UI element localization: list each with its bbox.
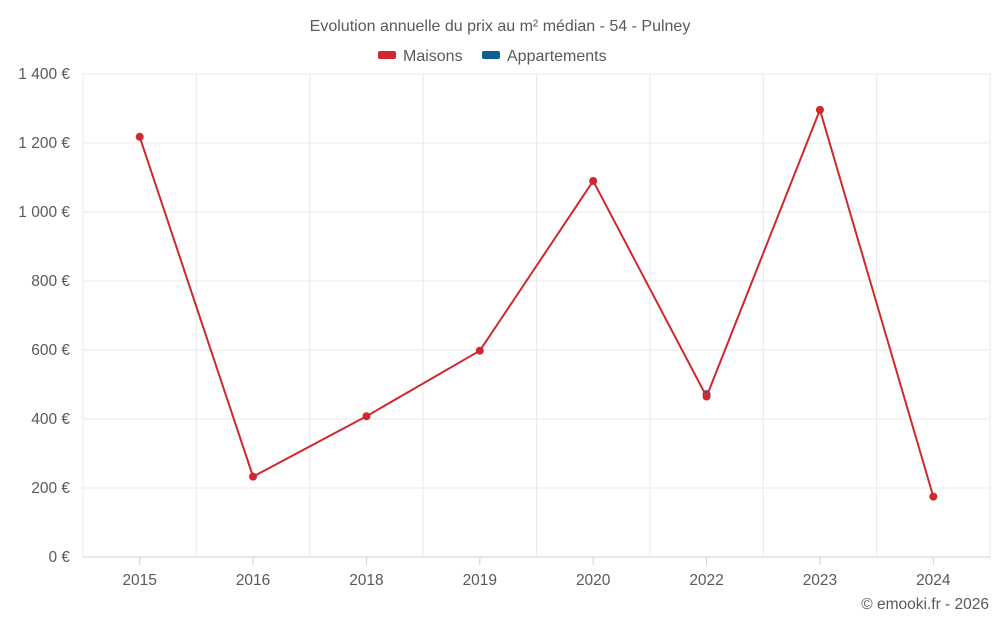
legend-item-appartements[interactable]: Appartements (482, 48, 607, 65)
x-tick-label: 2024 (916, 572, 951, 589)
x-tick-label: 2016 (236, 572, 270, 589)
y-tick-label: 800 € (31, 273, 70, 290)
y-tick-label: 1 000 € (18, 204, 70, 221)
data-point-maisons[interactable] (815, 105, 824, 114)
legend-swatch-maisons (378, 51, 396, 59)
data-point-maisons[interactable] (702, 392, 711, 401)
data-point-maisons[interactable] (362, 412, 371, 421)
y-tick-label: 1 200 € (18, 135, 70, 152)
credit-text[interactable]: © emooki.fr - 2026 (861, 596, 989, 613)
legend-item-maisons[interactable]: Maisons (378, 48, 463, 65)
gridlines (82, 73, 991, 558)
y-tick-label: 200 € (31, 480, 70, 497)
data-point-maisons[interactable] (475, 346, 484, 355)
y-tick-label: 600 € (31, 342, 70, 359)
chart-title: Evolution annuelle du prix au m² médian … (310, 18, 691, 35)
x-tick-label: 2018 (349, 572, 383, 589)
y-tick-label: 1 400 € (18, 66, 70, 83)
x-tick-label: 2015 (122, 572, 156, 589)
legend: Maisons Appartements (378, 48, 607, 65)
series-layer (135, 105, 938, 501)
x-axis: 2015 2016 2018 2019 2020 2022 2023 2024 (122, 557, 951, 589)
legend-swatch-appartements (482, 51, 500, 59)
legend-label-maisons: Maisons (403, 48, 463, 65)
data-point-maisons[interactable] (135, 132, 144, 141)
y-tick-label: 0 € (48, 549, 70, 566)
y-axis: 0 € 200 € 400 € 600 € 800 € 1 000 € 1 200 € 1 4… (18, 66, 70, 566)
x-tick-label: 2022 (689, 572, 723, 589)
x-tick-label: 2023 (803, 572, 837, 589)
data-point-maisons[interactable] (249, 472, 258, 481)
data-point-maisons[interactable] (929, 492, 938, 501)
x-tick-label: 2019 (463, 572, 497, 589)
x-tick-label: 2020 (576, 572, 611, 589)
y-tick-label: 400 € (31, 411, 70, 428)
data-point-maisons[interactable] (589, 176, 598, 185)
series-line-maisons (138, 108, 935, 497)
legend-label-appartements: Appartements (507, 48, 607, 65)
